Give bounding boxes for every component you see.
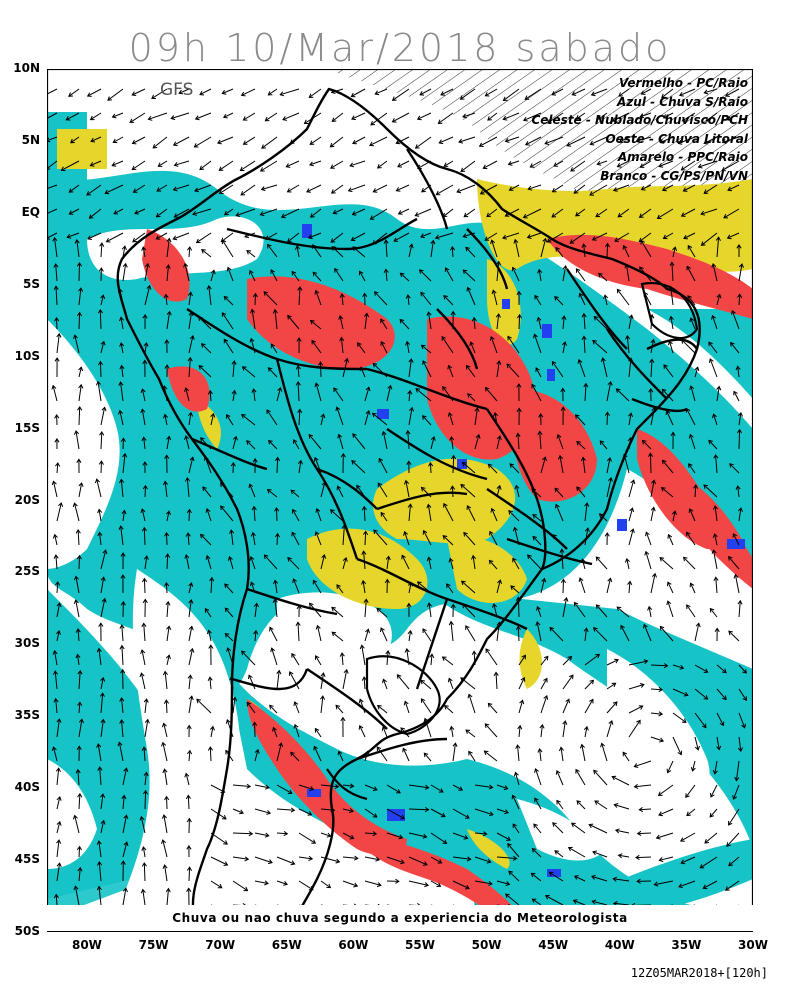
lon-tick-label: 75W <box>138 938 169 952</box>
lon-tick-label: 50W <box>471 938 502 952</box>
lon-tick-label: 30W <box>738 938 768 952</box>
map-title: 09h 10/Mar/2018 sabado <box>128 26 672 70</box>
yellow-areas <box>57 129 753 869</box>
lon-tick-label: 70W <box>205 938 236 952</box>
lon-tick-label: 80W <box>71 938 102 952</box>
lat-tick-label: 5S <box>23 276 40 291</box>
lat-tick-label: 50S <box>14 924 40 938</box>
lon-tick-label: 35W <box>671 938 702 952</box>
wind-vectors <box>47 88 747 915</box>
legend-entry: Branco - CG/PS/PN/VN <box>600 168 748 183</box>
lat-tick-label: 15S <box>14 420 40 435</box>
lat-tick-label: 30S <box>14 636 40 651</box>
legend-entry: Oeste - Chuva Litoral <box>605 131 748 146</box>
footer-note: Chuva ou nao chuva segundo a experiencia… <box>47 905 753 931</box>
lat-tick-label: 10N <box>13 61 40 75</box>
run-info: 12Z05MAR2018+[120h] <box>630 966 768 980</box>
lat-tick-label: 20S <box>14 492 40 507</box>
weather-map <box>47 69 753 932</box>
model-label: GFS <box>160 80 194 100</box>
lat-tick-label: EQ <box>21 204 40 219</box>
legend-entry: Celeste - Nublado/Chuvisco/PCH <box>531 113 748 127</box>
lon-tick-label: 65W <box>271 938 302 952</box>
lat-tick-label: 10S <box>14 348 40 363</box>
legend-entry: Amarelo - PPC/Raio <box>617 150 748 164</box>
lat-tick-label: 45S <box>14 852 40 867</box>
lon-tick-label: 60W <box>338 938 369 952</box>
lon-tick-label: 55W <box>405 938 435 952</box>
legend: Vermelho - PC/Raio Azul - Chuva S/Raio C… <box>531 74 748 185</box>
blue-areas <box>302 224 745 877</box>
legend-entry: Vermelho - PC/Raio <box>618 76 748 90</box>
legend-entry: Azul - Chuva S/Raio <box>617 94 748 109</box>
lat-tick-label: 40S <box>14 780 40 795</box>
continent-outlines <box>116 87 701 932</box>
map-canvas <box>47 69 753 932</box>
lat-tick-label: 5N <box>21 132 40 147</box>
lat-tick-label: 35S <box>14 708 40 723</box>
lat-tick-label: 25S <box>14 564 40 579</box>
lon-tick-label: 45W <box>538 938 569 952</box>
lon-tick-label: 40W <box>604 938 635 952</box>
